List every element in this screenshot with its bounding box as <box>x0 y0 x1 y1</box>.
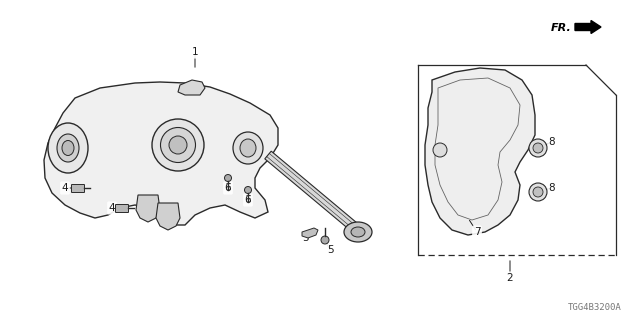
Text: 3: 3 <box>301 233 308 243</box>
Text: 1: 1 <box>192 47 198 57</box>
Ellipse shape <box>48 123 88 173</box>
Circle shape <box>529 139 547 157</box>
Text: 4: 4 <box>61 183 68 193</box>
Polygon shape <box>44 82 278 225</box>
Ellipse shape <box>57 134 79 162</box>
Text: 6: 6 <box>225 183 231 193</box>
FancyBboxPatch shape <box>115 204 129 212</box>
Text: 8: 8 <box>548 183 556 193</box>
Text: 7: 7 <box>474 227 480 237</box>
Text: 4: 4 <box>109 203 115 213</box>
Polygon shape <box>178 80 205 95</box>
Text: 6: 6 <box>244 195 252 205</box>
Circle shape <box>433 143 447 157</box>
Text: TGG4B3200A: TGG4B3200A <box>568 303 622 312</box>
Circle shape <box>533 187 543 197</box>
Ellipse shape <box>233 132 263 164</box>
Text: 8: 8 <box>548 137 556 147</box>
Text: FR.: FR. <box>551 23 572 33</box>
Ellipse shape <box>344 222 372 242</box>
Circle shape <box>321 236 329 244</box>
Polygon shape <box>425 68 535 235</box>
Circle shape <box>529 183 547 201</box>
Text: 5: 5 <box>326 245 333 255</box>
Circle shape <box>533 143 543 153</box>
Ellipse shape <box>62 140 74 156</box>
Polygon shape <box>302 228 318 238</box>
Polygon shape <box>136 195 160 222</box>
Circle shape <box>225 174 232 181</box>
FancyArrow shape <box>575 20 601 34</box>
FancyBboxPatch shape <box>72 185 84 193</box>
Ellipse shape <box>161 127 195 163</box>
Ellipse shape <box>169 136 187 154</box>
Polygon shape <box>156 203 180 230</box>
Circle shape <box>244 187 252 194</box>
Polygon shape <box>265 151 364 236</box>
Text: 2: 2 <box>507 273 513 283</box>
Ellipse shape <box>152 119 204 171</box>
Ellipse shape <box>351 227 365 237</box>
Ellipse shape <box>240 139 256 157</box>
